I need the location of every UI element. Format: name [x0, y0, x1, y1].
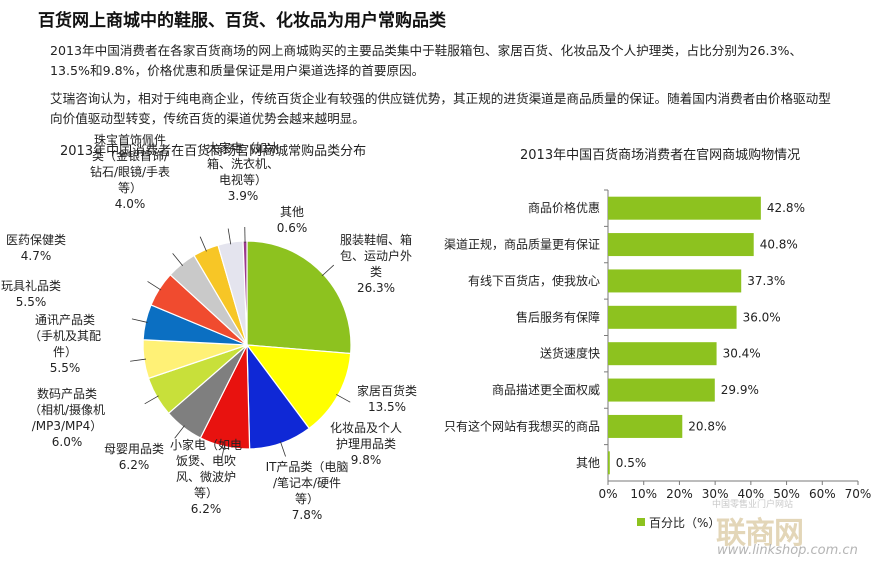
- category-label: 商品描述更全面权威: [492, 382, 600, 397]
- bar: [608, 451, 610, 475]
- watermark-url: www.linkshop.com.cn: [717, 543, 858, 558]
- legend-label: 百分比（%）: [649, 516, 720, 530]
- value-label: 29.9%: [721, 383, 759, 397]
- analysis-paragraph: 艾瑞咨询认为，相对于纯电商企业，传统百货企业有较强的供应链优势，其正规的进货渠道…: [50, 91, 831, 126]
- bar: [608, 342, 717, 366]
- value-label: 40.8%: [760, 238, 798, 252]
- intro-paragraph: 2013年中国消费者在各家百货商场的网上商城购买的主要品类集中于鞋服箱包、家居百…: [50, 43, 803, 78]
- pie-label: 小家电（如电饭煲、电吹风、微波炉等） 6.2%: [170, 437, 242, 516]
- bar: [608, 305, 737, 329]
- value-label: 37.3%: [747, 274, 785, 288]
- pie-label: 玩具礼品类 5.5%: [1, 278, 61, 309]
- pie-leader-line: [144, 395, 159, 405]
- value-label: 20.8%: [688, 419, 726, 433]
- pie-leader-line: [227, 228, 232, 245]
- x-tick-label: 50%: [773, 487, 800, 501]
- pie-leader-line: [147, 281, 162, 291]
- pie-leader-line: [130, 358, 147, 362]
- category-label: 只有这个网站有我想买的商品: [444, 418, 600, 433]
- value-label: 30.4%: [723, 347, 761, 361]
- category-label: 其他: [576, 456, 600, 470]
- category-label: 商品价格优惠: [528, 200, 600, 215]
- watermark-caption: 中国零售业门户网站: [712, 500, 794, 510]
- value-label: 0.5%: [616, 456, 647, 470]
- pie-leader-line: [199, 236, 207, 252]
- pie-label: 通讯产品类（手机及其配件） 5.5%: [29, 313, 101, 375]
- x-tick-label: 0%: [598, 487, 617, 501]
- category-label: 送货速度快: [540, 346, 600, 361]
- x-tick-label: 20%: [666, 487, 693, 501]
- pie-label: 其他 0.6%: [277, 205, 308, 235]
- pie-leader-line: [172, 253, 184, 267]
- pie-label: 数码产品类（相机/摄像机/MP3/MP4） 6.0%: [29, 386, 105, 449]
- pie-label: 家居百货类 13.5%: [357, 383, 417, 414]
- category-label: 有线下百货店，使我放心: [468, 273, 600, 288]
- category-label: 渠道正规，商品质量更有保证: [444, 237, 600, 252]
- pie-leader-line: [336, 394, 351, 403]
- bar: [608, 233, 754, 257]
- x-tick-label: 60%: [809, 487, 836, 501]
- value-label: 36.0%: [743, 310, 781, 324]
- x-tick-label: 30%: [702, 487, 729, 501]
- bar: [608, 378, 715, 402]
- x-tick-label: 70%: [845, 487, 872, 501]
- x-tick-label: 10%: [630, 487, 657, 501]
- x-tick-label: 40%: [738, 487, 765, 501]
- pie-leader-line: [131, 318, 148, 323]
- pie-leader-line: [220, 444, 226, 461]
- page-heading: 百货网上商城中的鞋服、百货、化妆品为用户常购品类: [38, 11, 446, 31]
- bar-chart-title: 2013年中国百货商场消费者在官网商城购物情况: [520, 148, 801, 163]
- bar: [608, 269, 742, 293]
- pie-leader-line: [279, 441, 286, 457]
- category-label: 售后服务有保障: [516, 309, 600, 324]
- pie-label: 大家电（如冰箱、洗衣机、电视等） 3.9%: [207, 140, 279, 203]
- pie-label: IT产品类（电脑/笔记本/硬件等） 7.8%: [266, 460, 349, 522]
- pie-leader-line: [321, 264, 335, 277]
- pie-label: 母婴用品类 6.2%: [104, 442, 164, 472]
- value-label: 42.8%: [767, 201, 805, 215]
- pie-label: 服装鞋帽、箱包、运动户外类 26.3%: [340, 232, 412, 295]
- pie-label: 化妆品及个人护理用品类 9.8%: [330, 421, 402, 467]
- pie-chart-title: 2013年中国消费者在百货商场官网商城常购品类分布: [60, 144, 367, 159]
- pie-label: 珠宝首饰佩件类（金银首饰/钻石/眼镜/手表等） 4.0%: [90, 133, 170, 211]
- bar: [608, 414, 683, 438]
- bar: [608, 196, 761, 220]
- watermark-logo: 联商网: [716, 516, 804, 551]
- legend-swatch: [637, 518, 645, 526]
- pie-label: 医药保健类 4.7%: [6, 233, 66, 263]
- pie-leader-line: [174, 425, 185, 439]
